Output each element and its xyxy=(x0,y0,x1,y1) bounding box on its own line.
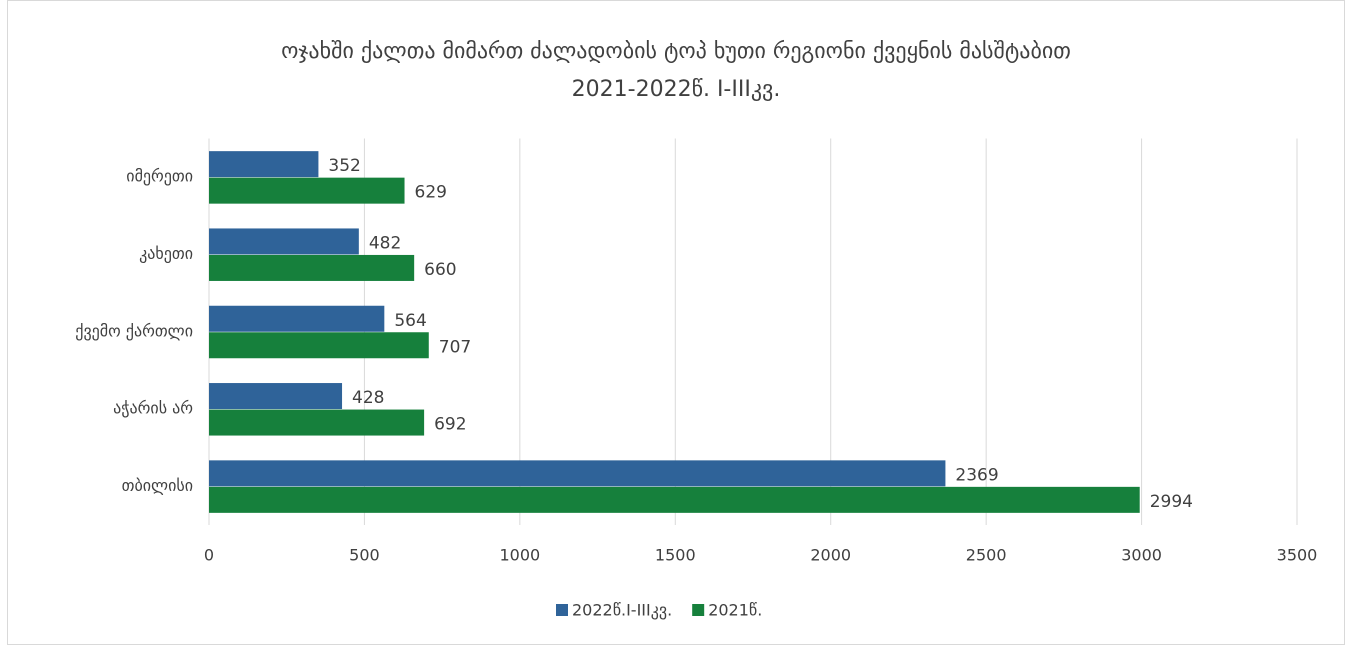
y-tick-label: იმერეთი xyxy=(126,167,193,186)
y-tick-label: აჭარის არ xyxy=(113,399,193,418)
bar xyxy=(209,228,359,255)
x-tick-label: 3000 xyxy=(1121,546,1162,565)
bar xyxy=(209,305,385,332)
bar xyxy=(209,177,405,204)
legend-swatch xyxy=(556,604,568,616)
x-tick-label: 2500 xyxy=(966,546,1007,565)
x-tick-label: 500 xyxy=(349,546,380,565)
data-label: 482 xyxy=(369,233,401,253)
bar xyxy=(209,460,946,487)
bar xyxy=(209,254,415,281)
data-label: 629 xyxy=(415,183,447,203)
x-tick-label: 3500 xyxy=(1277,546,1318,565)
bar xyxy=(209,332,429,359)
x-tick-label: 1000 xyxy=(499,546,540,565)
data-label: 428 xyxy=(352,388,384,408)
y-tick-label: ქვემო ქართლი xyxy=(75,321,193,340)
bar xyxy=(209,409,425,436)
bar xyxy=(209,383,343,410)
x-tick-label: 1500 xyxy=(655,546,696,565)
legend-swatch xyxy=(692,604,705,616)
x-tick-label: 2000 xyxy=(810,546,851,565)
data-label: 660 xyxy=(424,260,456,280)
y-tick-label: თბილისი xyxy=(122,476,193,495)
bar xyxy=(209,151,319,178)
data-label: 352 xyxy=(328,156,360,176)
data-label: 2369 xyxy=(955,465,998,485)
chart-title: 2021-2022წ. I-IIIკვ. xyxy=(572,77,781,102)
data-label: 692 xyxy=(434,415,466,435)
x-tick-label: 0 xyxy=(204,546,214,565)
legend-label: 2022წ.I-IIIკვ. xyxy=(572,601,672,620)
bar xyxy=(209,486,1140,513)
data-label: 2994 xyxy=(1150,492,1193,512)
legend-label: 2021წ. xyxy=(708,601,762,620)
data-label: 707 xyxy=(439,337,471,357)
chart-title: ოჯახში ქალთა მიმართ ძალადობის ტოპ ხუთი რ… xyxy=(281,39,1071,64)
data-label: 564 xyxy=(394,311,426,331)
y-tick-label: კახეთი xyxy=(139,244,193,263)
